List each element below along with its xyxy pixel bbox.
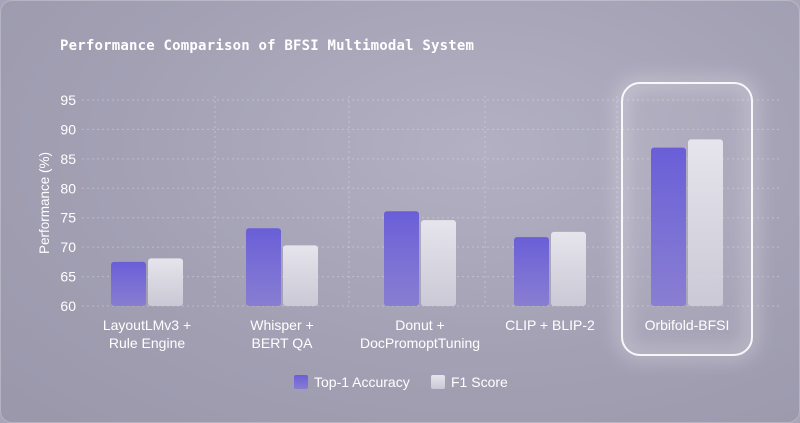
legend-accuracy-label: Top-1 Accuracy xyxy=(314,374,410,390)
accuracy-bar xyxy=(384,211,419,306)
y-tick-label: 85 xyxy=(60,151,76,167)
y-tick-label: 75 xyxy=(60,210,76,226)
f1-bar xyxy=(688,139,723,306)
highlight-box xyxy=(621,82,753,356)
accuracy-bar xyxy=(651,147,686,306)
y-tick-label: 70 xyxy=(60,239,76,255)
chart-title: Performance Comparison of BFSI Multimoda… xyxy=(60,38,475,54)
f1-bar xyxy=(283,245,318,306)
legend-f1-swatch xyxy=(431,375,445,389)
x-tick-label: Donut + xyxy=(395,317,444,333)
y-tick-label: 80 xyxy=(60,180,76,196)
y-tick-label: 90 xyxy=(60,121,76,137)
f1-bar xyxy=(421,220,456,306)
legend-accuracy-swatch xyxy=(294,375,308,389)
x-tick-label: Orbifold-BFSI xyxy=(645,317,730,333)
x-tick-label: Whisper + xyxy=(250,317,313,333)
accuracy-bar xyxy=(111,261,146,306)
y-tick-label: 60 xyxy=(60,298,76,314)
x-tick-label: DocPromoptTuning xyxy=(360,335,480,351)
legend-f1-label: F1 Score xyxy=(451,374,508,390)
x-tick-label: BERT QA xyxy=(252,335,314,351)
accuracy-bar xyxy=(514,237,549,306)
y-axis-label: Performance (%) xyxy=(37,152,52,254)
f1-bar xyxy=(551,231,586,306)
x-tick-label: CLIP + BLIP-2 xyxy=(505,317,595,333)
y-tick-label: 95 xyxy=(60,92,76,108)
x-tick-label: Rule Engine xyxy=(109,335,185,351)
f1-bar xyxy=(148,258,183,306)
x-tick-label: LayoutLMv3 + xyxy=(103,317,191,333)
y-tick-label: 65 xyxy=(60,269,76,285)
accuracy-bar xyxy=(246,228,281,306)
